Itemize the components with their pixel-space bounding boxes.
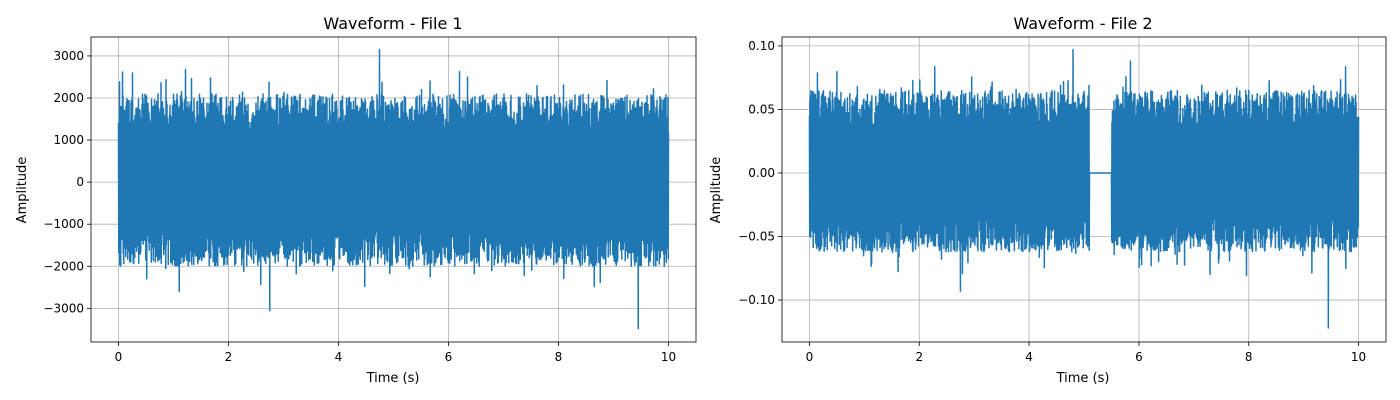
y-tick-label: −0.05 [738, 230, 775, 244]
chart-file-1: Waveform - File 1 0 2 4 6 8 10 −3000 −2000 −100… [15, 14, 697, 386]
x-axis-label: Time (s) [1056, 371, 1110, 386]
y-tick-label: −1000 [43, 217, 84, 231]
x-tick-label: 0 [806, 350, 814, 364]
x-tick-label: 0 [115, 350, 123, 364]
waveform-line [808, 48, 1360, 329]
waveform-line [117, 48, 670, 330]
y-tick-label: 2000 [53, 91, 84, 105]
x-axis-ticks: 0 2 4 6 8 10 [806, 342, 1366, 364]
x-tick-label: 2 [225, 350, 233, 364]
x-tick-label: 2 [915, 350, 923, 364]
y-tick-label: −2000 [43, 259, 84, 273]
y-tick-label: 1000 [53, 133, 84, 147]
y-tick-label: −0.10 [738, 293, 775, 307]
y-tick-label: 0.10 [748, 39, 775, 53]
y-axis-label: Amplitude [15, 157, 30, 224]
plot-frame [781, 36, 1387, 343]
x-tick-label: 4 [1025, 350, 1033, 364]
y-tick-label: −3000 [43, 301, 84, 315]
y-tick-label: 3000 [53, 49, 84, 63]
x-tick-label: 10 [661, 350, 676, 364]
plot-frame [90, 36, 697, 343]
x-tick-label: 4 [335, 350, 343, 364]
waveform-series [117, 48, 670, 330]
y-axis-label: Amplitude [709, 157, 724, 224]
y-axis-ticks: −0.10 −0.05 0.00 0.05 0.10 [738, 39, 782, 307]
y-tick-label: 0 [76, 175, 84, 189]
x-tick-label: 6 [445, 350, 453, 364]
x-tick-label: 6 [1135, 350, 1143, 364]
y-tick-label: 0.05 [748, 102, 775, 116]
chart-file-2: Waveform - File 2 0 2 4 6 8 10 −0.10 −0.05 0.00… [709, 14, 1387, 386]
chart-title: Waveform - File 2 [1013, 14, 1152, 33]
waveform-series [808, 48, 1360, 329]
chart-title: Waveform - File 1 [323, 14, 462, 33]
x-tick-label: 10 [1351, 350, 1366, 364]
x-axis-ticks: 0 2 4 6 8 10 [115, 342, 676, 364]
x-tick-label: 8 [555, 350, 563, 364]
x-tick-label: 8 [1245, 350, 1253, 364]
y-axis-ticks: −3000 −2000 −1000 0 1000 2000 3000 [43, 49, 91, 315]
x-axis-label: Time (s) [366, 371, 420, 386]
y-tick-label: 0.00 [748, 166, 775, 180]
